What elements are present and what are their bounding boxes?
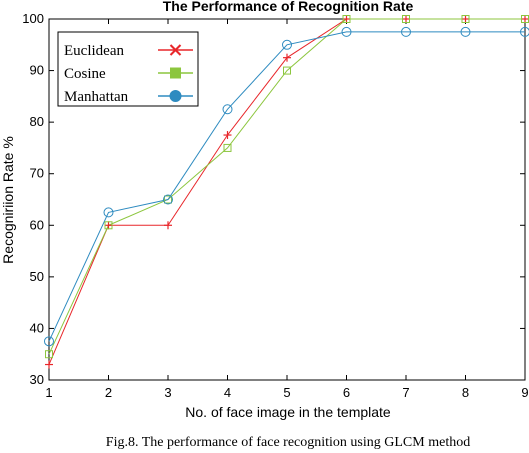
x-tick-label: 4	[224, 385, 231, 400]
legend-marker-manhattan	[169, 90, 182, 102]
data-point-euclidean	[104, 221, 113, 230]
x-tick-label: 5	[283, 385, 290, 400]
legend-label-euclidean: Euclidean	[64, 43, 124, 59]
data-point-manhattan	[163, 194, 173, 205]
data-point-euclidean	[223, 131, 232, 140]
x-tick-label: 8	[462, 385, 469, 400]
x-tick-label: 6	[343, 385, 350, 400]
x-axis: 1 2 3 4 5 6 7 8 9	[45, 19, 529, 400]
data-point-manhattan	[282, 39, 292, 50]
y-tick-label: 80	[30, 114, 44, 129]
data-point-manhattan	[520, 26, 529, 37]
data-point-manhattan	[44, 336, 54, 347]
data-point-manhattan	[341, 26, 352, 37]
x-tick-label: 9	[521, 385, 528, 400]
x-tick-label: 1	[45, 385, 52, 400]
y-tick-label: 40	[30, 320, 44, 335]
y-tick-label: 60	[30, 217, 44, 232]
figure-caption: Fig.8. The performance of face recogniti…	[106, 435, 470, 450]
data-point-cosine	[461, 15, 470, 23]
data-point-manhattan	[401, 26, 411, 37]
data-point-cosine	[402, 15, 410, 23]
x-tick-label: 2	[105, 385, 112, 400]
data-point-cosine	[342, 15, 351, 23]
data-point-euclidean	[521, 15, 529, 23]
legend-marker-cosine	[170, 67, 181, 79]
data-point-cosine	[45, 350, 53, 359]
y-tick-label: 50	[30, 269, 44, 284]
y-tick-label: 100	[22, 11, 44, 26]
chart-title: The Performance of Recognition Rate	[163, 0, 414, 14]
data-point-euclidean	[461, 15, 470, 23]
legend-marker-euclidean	[169, 44, 182, 56]
legend: Euclidean Cosine Manhattan	[57, 31, 199, 107]
data-point-manhattan	[103, 207, 114, 218]
y-axis-label: Recogniriion Rate %	[0, 136, 16, 264]
data-point-manhattan	[460, 26, 471, 37]
legend-label-manhattan: Manhattan	[64, 89, 129, 105]
data-point-euclidean	[283, 53, 291, 62]
data-point-euclidean	[164, 221, 172, 230]
y-tick-label: 90	[30, 63, 44, 78]
data-point-manhattan	[222, 104, 233, 115]
series-line-cosine	[48, 18, 525, 355]
series-markers	[44, 15, 529, 369]
data-point-cosine	[223, 143, 232, 152]
legend-label-cosine: Cosine	[64, 66, 106, 82]
data-point-cosine	[283, 66, 291, 75]
data-point-euclidean	[342, 15, 351, 23]
data-point-cosine	[164, 195, 172, 204]
x-tick-label: 3	[164, 385, 171, 400]
y-axis: 30 40 50 60 70 80 90 100	[22, 11, 525, 387]
data-point-cosine	[104, 221, 113, 230]
x-axis-label: No. of face image in the template	[185, 404, 391, 420]
data-point-euclidean	[402, 15, 410, 23]
y-tick-label: 70	[30, 166, 44, 181]
x-tick-label: 7	[402, 385, 409, 400]
series-line-manhattan	[48, 31, 525, 342]
y-tick-label: 30	[30, 372, 44, 387]
data-point-euclidean	[45, 360, 53, 369]
